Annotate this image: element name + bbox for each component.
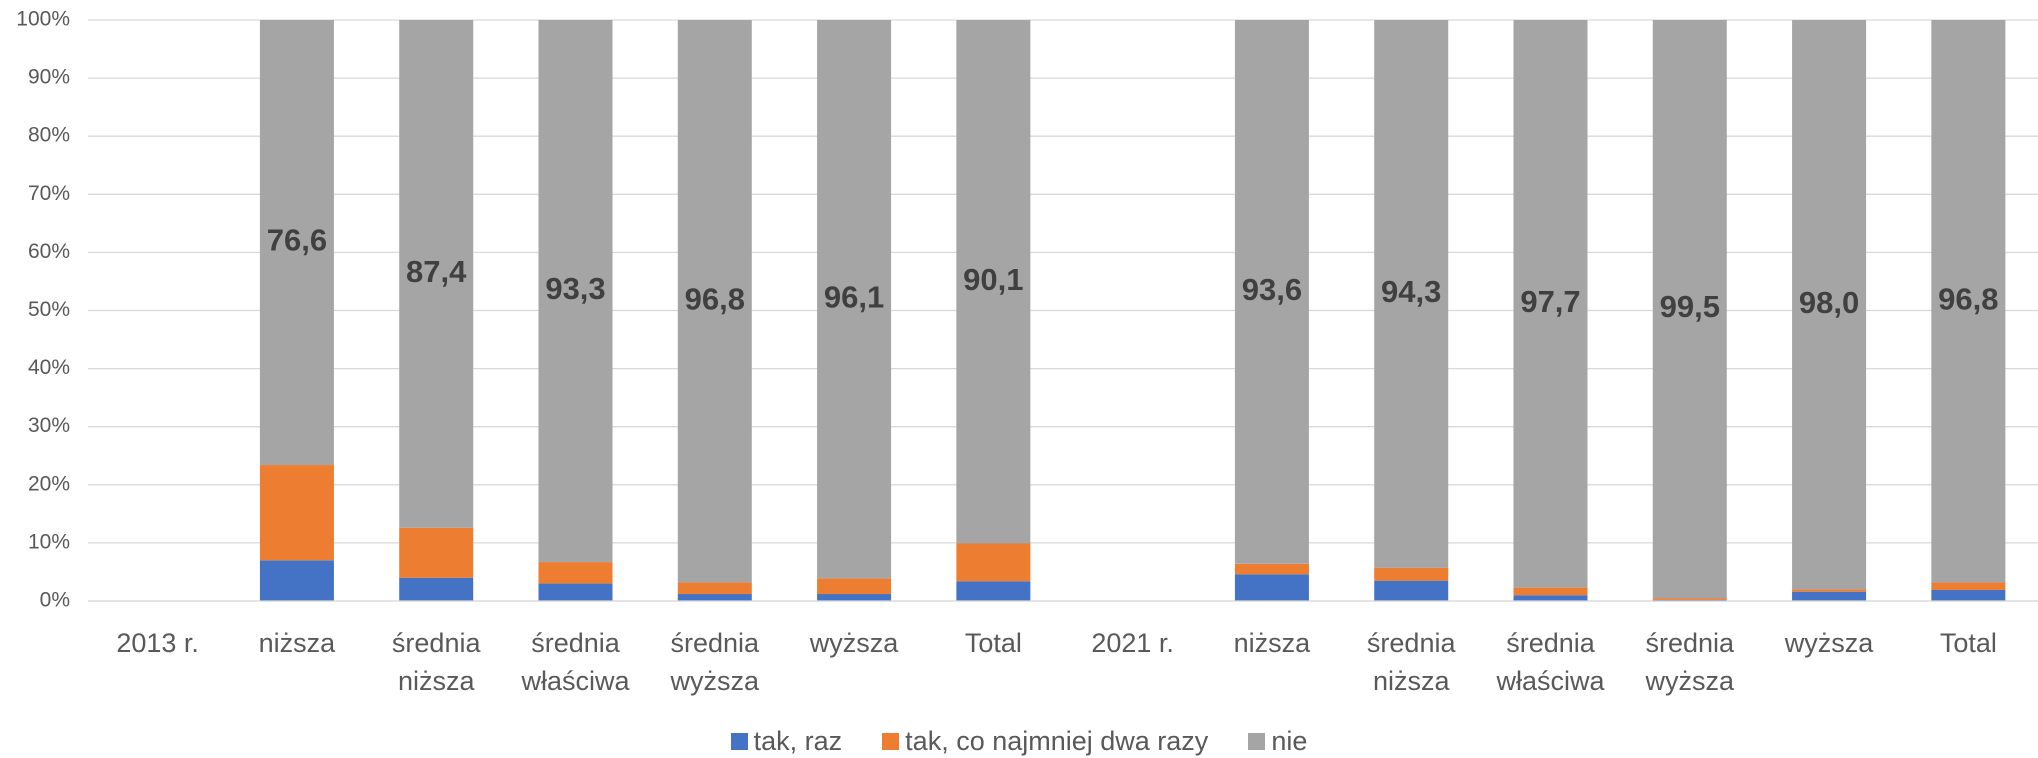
y-tick-label: 10%: [28, 530, 70, 553]
bar-segment: [1234, 563, 1309, 575]
bar-segment: [259, 20, 334, 466]
bar-segment: [399, 527, 474, 578]
x-tick-label: średnia wyższa: [670, 628, 760, 696]
data-label: 96,8: [1938, 281, 1998, 316]
x-tick-label: wyższa: [1784, 628, 1874, 658]
data-label: 87,4: [406, 254, 467, 289]
bar-segment: [956, 581, 1031, 601]
legend-swatch: [882, 733, 900, 750]
data-label: 99,5: [1660, 289, 1720, 324]
bar-segment: [1374, 567, 1449, 581]
bar-segment: [1931, 20, 2006, 583]
x-tick-label: niższa: [258, 628, 336, 658]
bar-segment: [1792, 589, 1867, 592]
bar-segment: [1374, 20, 1449, 568]
y-tick-label: 20%: [28, 472, 70, 495]
legend-item: tak, raz: [730, 726, 843, 757]
bar-segment: [538, 20, 613, 563]
bar-segment: [1792, 591, 1867, 601]
bar-segment: [1374, 580, 1449, 601]
bar-segment: [399, 577, 474, 601]
x-tick-label: średnia niższa: [391, 628, 481, 696]
legend-item: nie: [1248, 726, 1307, 757]
x-tick-label: średnia wyższa: [1645, 628, 1735, 696]
x-tick-label: niższa: [1233, 628, 1311, 658]
bar-segment: [259, 465, 334, 561]
legend-swatch: [730, 733, 748, 750]
data-label: 96,1: [824, 279, 884, 314]
bar-segment: [956, 20, 1031, 544]
y-tick-label: 80%: [28, 124, 70, 147]
bar-segment: [817, 594, 892, 601]
bar-segment: [1652, 20, 1727, 599]
data-label: 93,6: [1242, 272, 1302, 307]
y-tick-label: 60%: [28, 240, 70, 263]
bar-segment: [1931, 589, 2006, 601]
x-tick-label: wyższa: [809, 628, 899, 658]
bar-segment: [1234, 574, 1309, 601]
bar-segment: [1513, 587, 1588, 596]
bar-segment: [399, 20, 474, 528]
data-label: 97,7: [1520, 284, 1580, 319]
bar-segment: [677, 594, 752, 601]
legend-label: tak, co najmniej dwa razy: [905, 726, 1209, 756]
x-tick-label: średnia właściwa: [521, 628, 630, 696]
x-tick-label: 2013 r.: [116, 628, 199, 658]
data-label: 96,8: [685, 281, 745, 316]
bar-segment: [817, 20, 892, 579]
legend: tak, raz tak, co najmniej dwa razy nie: [0, 726, 2038, 757]
data-label: 90,1: [963, 262, 1023, 297]
bar-segment: [1652, 598, 1727, 600]
bar-segment: [1513, 595, 1588, 601]
data-label: 98,0: [1799, 285, 1859, 320]
bar-segment: [538, 562, 613, 584]
bar-segment: [677, 582, 752, 595]
legend-item: tak, co najmniej dwa razy: [882, 726, 1208, 757]
bar-segment: [817, 578, 892, 595]
legend-label: tak, raz: [753, 726, 843, 756]
bar-segment: [259, 560, 334, 601]
x-tick-label: Total: [964, 628, 1022, 658]
legend-label: nie: [1271, 726, 1308, 756]
y-tick-label: 40%: [28, 356, 70, 379]
bar-segment: [956, 543, 1031, 582]
x-tick-label: średnia niższa: [1366, 628, 1456, 696]
y-tick-label: 90%: [28, 66, 70, 89]
x-tick-label: Total: [1939, 628, 1997, 658]
y-tick-label: 30%: [28, 414, 70, 437]
data-label: 94,3: [1381, 274, 1441, 309]
y-tick-label: 0%: [40, 589, 70, 612]
legend-swatch: [1248, 733, 1266, 750]
bar-segment: [677, 20, 752, 583]
bar-segment: [1931, 582, 2006, 590]
y-tick-label: 70%: [28, 182, 70, 205]
data-label: 93,3: [545, 271, 605, 306]
x-tick-label: średnia właściwa: [1496, 628, 1605, 696]
bar-segment: [538, 583, 613, 601]
bar-segment: [1792, 20, 1867, 590]
x-tick-label: 2021 r.: [1091, 628, 1174, 658]
y-tick-label: 100%: [16, 8, 70, 31]
bar-segment: [1513, 20, 1588, 588]
y-tick-label: 50%: [28, 298, 70, 321]
data-label: 76,6: [267, 223, 327, 258]
bar-segment: [1234, 20, 1309, 564]
